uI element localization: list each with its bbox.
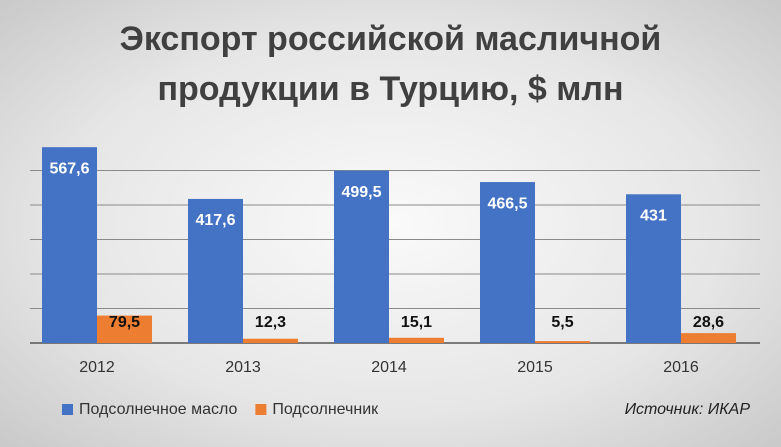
bar — [480, 182, 535, 343]
bar — [681, 333, 736, 343]
bar — [535, 341, 590, 343]
bar — [334, 170, 389, 343]
value-label: 466,5 — [487, 195, 527, 212]
bar — [97, 315, 152, 343]
value-label: 499,5 — [341, 184, 381, 201]
legend-swatch — [255, 404, 267, 415]
value-label: 28,6 — [693, 314, 724, 331]
value-label: 15,1 — [401, 314, 432, 331]
bar — [626, 194, 681, 343]
x-tick-label: 2015 — [517, 359, 553, 376]
bar — [188, 198, 243, 343]
value-label: 79,5 — [109, 314, 140, 331]
x-tick-label: 2016 — [663, 359, 699, 376]
source: Источник: ИКАР — [625, 401, 751, 418]
value-label: 567,6 — [49, 160, 89, 177]
legend-swatch — [62, 404, 73, 415]
x-tick-label: 2013 — [225, 359, 261, 376]
bar — [243, 338, 298, 343]
legend-label: Подсолнечное масло — [79, 401, 237, 418]
value-label: 5,5 — [551, 314, 573, 331]
x-tick-label: 2014 — [371, 359, 407, 376]
chart-title: Экспорт российской масличной продукции в… — [119, 20, 662, 108]
value-label: 417,6 — [195, 212, 235, 229]
legend-label: Подсолнечник — [272, 401, 379, 418]
value-label: 431 — [640, 208, 667, 225]
value-label: 12,3 — [255, 314, 286, 331]
title-box: Экспорт российской масличной продукции в… — [0, 14, 781, 114]
x-tick-label: 2012 — [79, 359, 115, 376]
bar — [42, 147, 97, 343]
bar — [389, 337, 444, 343]
